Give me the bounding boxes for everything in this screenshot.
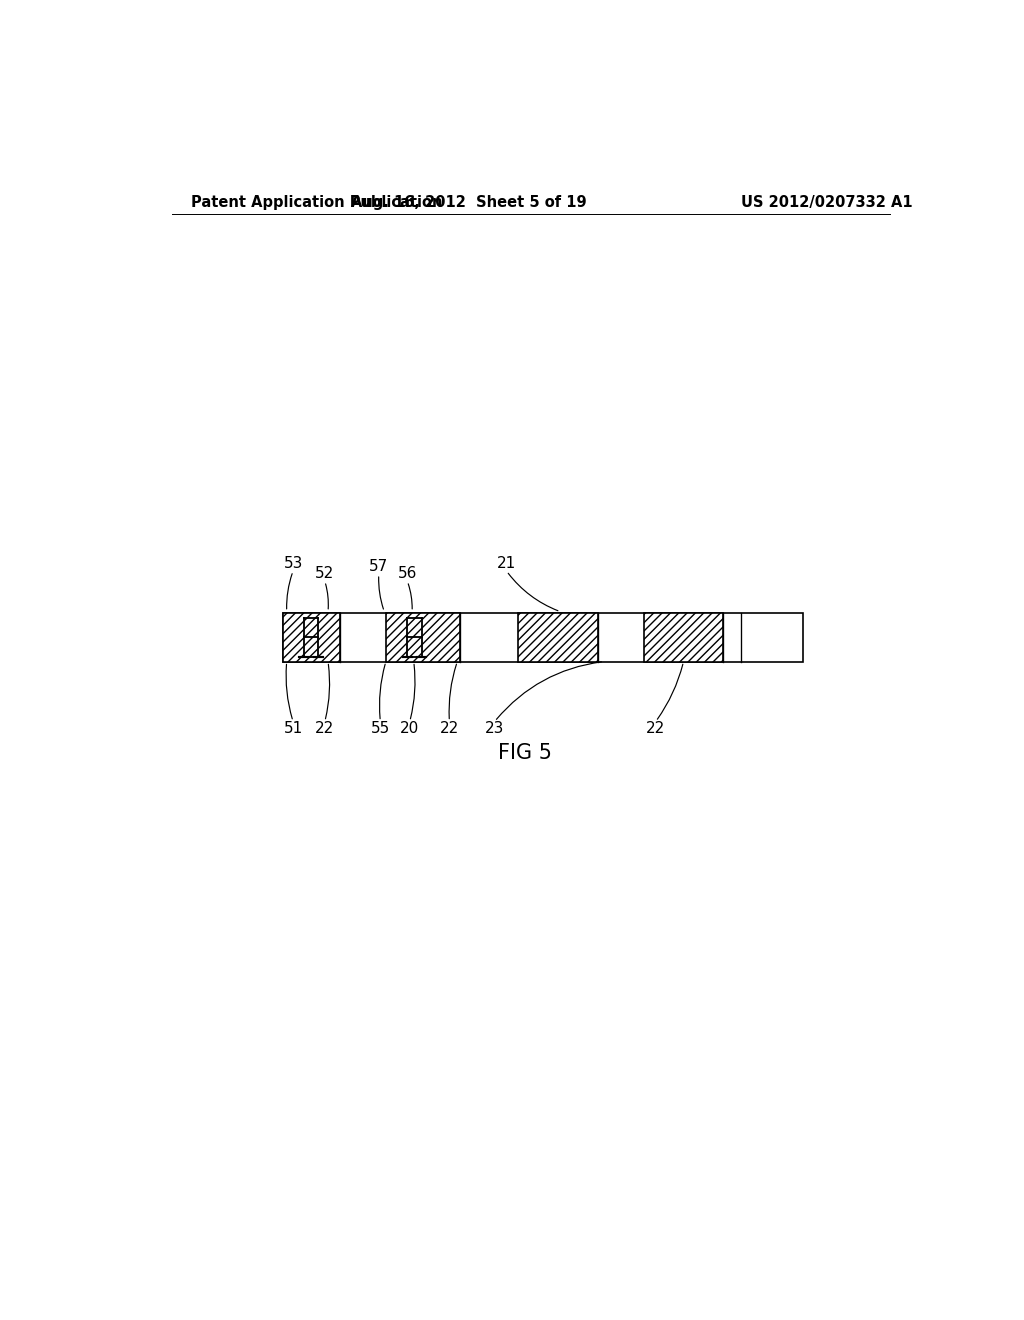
- Text: 22: 22: [439, 722, 459, 737]
- Bar: [283, 612, 340, 661]
- Bar: [283, 612, 803, 661]
- Bar: [386, 612, 460, 661]
- Text: 53: 53: [284, 556, 303, 572]
- Text: 20: 20: [400, 722, 420, 737]
- Text: Aug. 16, 2012  Sheet 5 of 19: Aug. 16, 2012 Sheet 5 of 19: [351, 194, 587, 210]
- Text: 56: 56: [397, 566, 417, 581]
- Text: 51: 51: [284, 722, 303, 737]
- Bar: [518, 612, 598, 661]
- Text: Patent Application Publication: Patent Application Publication: [191, 194, 443, 210]
- Text: 52: 52: [315, 566, 335, 581]
- Text: 23: 23: [485, 722, 505, 737]
- Text: FIG 5: FIG 5: [498, 743, 552, 763]
- Text: 21: 21: [497, 556, 516, 572]
- Text: 22: 22: [646, 722, 666, 737]
- Text: 22: 22: [315, 722, 335, 737]
- Text: US 2012/0207332 A1: US 2012/0207332 A1: [740, 194, 912, 210]
- Text: 57: 57: [370, 560, 388, 574]
- Bar: [644, 612, 723, 661]
- Text: 55: 55: [371, 722, 390, 737]
